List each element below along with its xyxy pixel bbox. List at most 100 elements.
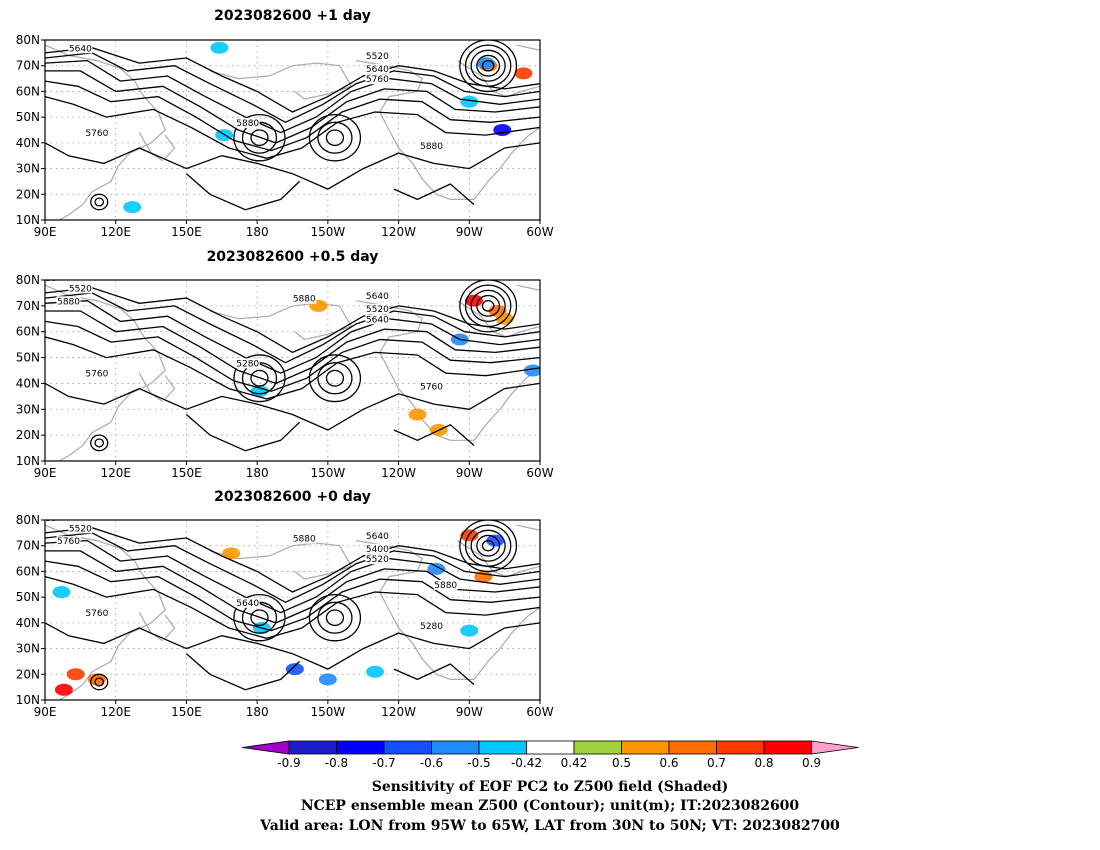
coastline bbox=[457, 60, 540, 98]
sensitivity-shade bbox=[250, 385, 269, 398]
sensitivity-shade bbox=[285, 663, 304, 676]
z500-contour bbox=[185, 653, 301, 691]
z500-contour bbox=[45, 300, 540, 374]
lon-tick-label: 90E bbox=[34, 705, 57, 719]
contour-label: 5760 bbox=[85, 370, 108, 380]
contour-label-bg bbox=[68, 283, 93, 294]
colorbar-min-arrow bbox=[241, 740, 290, 755]
colorbar-tick-label: 0.42 bbox=[561, 756, 588, 770]
contour-label: 5760 bbox=[85, 609, 108, 619]
z500-contour-ring bbox=[250, 369, 269, 387]
z500-contour-ring bbox=[94, 197, 105, 207]
contour-label-bg bbox=[45, 520, 57, 523]
panel-title: 2023082600 +0.5 day bbox=[207, 249, 379, 265]
lon-tick-label: 90E bbox=[34, 466, 57, 480]
lon-tick-label: 180 bbox=[246, 466, 269, 480]
contour-label: 5760 bbox=[420, 383, 443, 393]
z500-contour-ring bbox=[233, 113, 286, 162]
contour-label-bg bbox=[365, 543, 390, 554]
colorbar-swatch bbox=[716, 740, 765, 755]
coastline bbox=[209, 62, 353, 100]
sensitivity-shade bbox=[366, 665, 384, 678]
colorbar-swatch bbox=[668, 740, 717, 755]
colorbar-tick-label: -0.7 bbox=[372, 756, 395, 770]
lat-tick-label: 70N bbox=[16, 59, 40, 73]
contour-label: 5640 bbox=[366, 315, 389, 325]
contour-label: 5520 bbox=[366, 555, 389, 565]
sensitivity-shade bbox=[408, 408, 427, 421]
z500-contour bbox=[45, 560, 540, 632]
lon-tick-label: 150W bbox=[310, 705, 345, 719]
colorbar-max-arrow bbox=[811, 740, 859, 755]
contour-label-bg bbox=[235, 597, 260, 608]
contour-label-bg bbox=[365, 314, 390, 325]
contour-label: 5880 bbox=[420, 142, 443, 152]
contour-label: 5880 bbox=[293, 535, 316, 545]
z500-contour-ring bbox=[325, 129, 345, 147]
z500-contour-ring bbox=[317, 362, 353, 395]
lat-tick-label: 70N bbox=[16, 299, 40, 313]
lat-tick-label: 40N bbox=[16, 136, 40, 150]
lon-tick-label: 90W bbox=[456, 225, 483, 239]
z500-contour bbox=[45, 310, 540, 385]
contour-label: 5400 bbox=[366, 545, 389, 555]
z500-contour-ring bbox=[233, 354, 286, 403]
contour-label-bg bbox=[365, 63, 390, 74]
coastline bbox=[516, 284, 540, 291]
contour-label: 5640 bbox=[366, 532, 389, 542]
coastline bbox=[164, 134, 176, 159]
z500-contour bbox=[45, 292, 540, 364]
coastline bbox=[457, 540, 540, 578]
colorbar-tick-label: -0.6 bbox=[420, 756, 443, 770]
contour-label-bg bbox=[365, 74, 390, 85]
z500-contour-ring bbox=[470, 289, 506, 323]
colorbar-swatch bbox=[336, 740, 385, 755]
colorbar: -0.9 -0.8 -0.7 -0.6 -0.5 -0.42 0.42 0.5 0.6 0.7 0.… bbox=[241, 740, 859, 770]
z500-contour-ring bbox=[94, 438, 105, 448]
lat-tick-label: 30N bbox=[16, 162, 40, 176]
contour-label: 5760 bbox=[57, 537, 80, 547]
contour-label-bg bbox=[419, 141, 444, 151]
sensitivity-shade bbox=[54, 683, 73, 696]
lat-tick-label: 20N bbox=[16, 187, 40, 201]
lon-tick-label: 90E bbox=[34, 225, 57, 239]
z500-contour-ring bbox=[90, 673, 109, 691]
colorbar-swatch bbox=[288, 740, 337, 755]
panel-title: 2023082600 +0 day bbox=[214, 489, 371, 505]
colorbar-tick-label: -0.8 bbox=[325, 756, 348, 770]
lat-tick-label: 40N bbox=[16, 616, 40, 630]
lat-tick-label: 30N bbox=[16, 402, 40, 416]
contour-label-bg bbox=[56, 536, 81, 547]
contour-label: 5280 bbox=[236, 359, 259, 369]
coastline bbox=[457, 300, 540, 338]
lon-tick-label: 90W bbox=[456, 466, 483, 480]
z500-contour bbox=[393, 183, 475, 206]
colorbar-tick-label: 0.6 bbox=[659, 756, 678, 770]
z500-contour bbox=[45, 336, 540, 400]
coastline bbox=[45, 44, 166, 220]
contour-label: 5760 bbox=[366, 75, 389, 85]
z500-contour-ring bbox=[308, 113, 362, 162]
sensitivity-shade bbox=[460, 624, 479, 637]
coastline bbox=[164, 614, 176, 639]
colorbar-swatch bbox=[478, 740, 527, 755]
z500-contour-ring bbox=[481, 539, 495, 552]
colorbar-tick-label: 0.9 bbox=[802, 756, 821, 770]
sensitivity-shade bbox=[222, 547, 241, 560]
contour-label: 5520 bbox=[69, 284, 92, 294]
lon-tick-label: 120E bbox=[100, 466, 131, 480]
map-panel-1: 2023082600 +1 day56405520564057605880576… bbox=[16, 8, 554, 239]
lon-tick-label: 60W bbox=[526, 225, 553, 239]
lon-tick-label: 150E bbox=[171, 705, 202, 719]
contour-label-bg bbox=[365, 531, 390, 541]
map-frame bbox=[44, 39, 541, 221]
colorbar-swatch bbox=[526, 740, 575, 755]
z500-contour-ring bbox=[464, 44, 512, 87]
contour-label-bg bbox=[292, 533, 317, 544]
contour-label-bg bbox=[433, 579, 458, 590]
contour-label: 5280 bbox=[420, 622, 443, 632]
lat-tick-label: 80N bbox=[16, 513, 40, 527]
contour-label-bg bbox=[365, 291, 390, 302]
lat-tick-label: 70N bbox=[16, 539, 40, 553]
lon-tick-label: 60W bbox=[526, 705, 553, 719]
